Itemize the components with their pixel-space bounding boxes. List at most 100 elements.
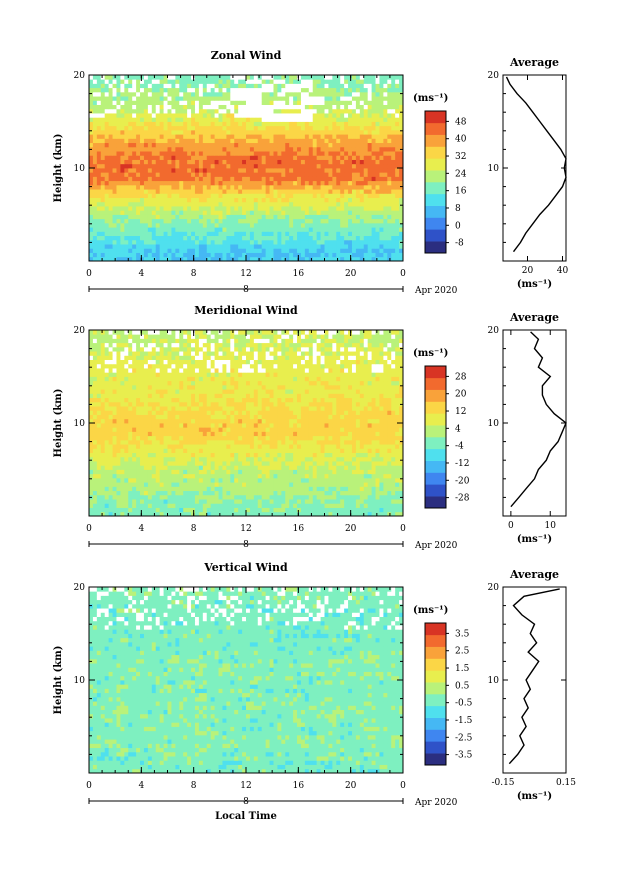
heatmap-cell [266, 240, 270, 245]
heatmap-cell [116, 219, 120, 224]
heatmap-cell [171, 508, 175, 513]
heatmap-cell [222, 189, 226, 194]
heatmap-cell [124, 223, 128, 228]
heatmap-cell [175, 461, 179, 466]
heatmap-cell [281, 105, 285, 110]
heatmap-cell [364, 482, 368, 487]
heatmap-cell [97, 147, 101, 152]
heatmap-cell [215, 244, 219, 249]
heatmap-cell [148, 100, 152, 105]
heatmap-cell [321, 491, 325, 496]
heatmap-cell [199, 176, 203, 181]
heatmap-cell [242, 138, 246, 143]
heatmap-cell [293, 482, 297, 487]
heatmap-cell [305, 503, 309, 508]
heatmap-cell [321, 227, 325, 232]
heatmap-cell [242, 113, 246, 118]
heatmap-cell [340, 181, 344, 186]
heatmap-cell [289, 189, 293, 194]
heatmap-cell [116, 444, 120, 449]
heatmap-cell [273, 231, 277, 236]
heatmap-cell [368, 470, 372, 475]
heatmap-cell [356, 189, 360, 194]
heatmap-cell [238, 130, 242, 135]
heatmap-cell [164, 248, 168, 253]
heatmap-cell [270, 105, 274, 110]
heatmap-cell [215, 453, 219, 458]
heatmap-cell [207, 215, 211, 220]
heatmap-cell [281, 130, 285, 135]
heatmap-cell [226, 202, 230, 207]
heatmap-cell [328, 503, 332, 508]
heatmap-cell [325, 474, 329, 479]
heatmap-cell [372, 96, 376, 101]
heatmap-cell [340, 79, 344, 84]
heatmap-cell [109, 83, 113, 88]
heatmap-cell [219, 134, 223, 139]
heatmap-cell [266, 79, 270, 84]
heatmap-cell [270, 495, 274, 500]
heatmap-cell [215, 181, 219, 186]
heatmap-cell [160, 176, 164, 181]
heatmap-cell [226, 151, 230, 156]
heatmap-cell [203, 448, 207, 453]
heatmap-cell [336, 96, 340, 101]
heatmap-cell [183, 88, 187, 93]
heatmap-cell [136, 105, 140, 110]
heatmap-cell [368, 143, 372, 148]
heatmap-cell [238, 143, 242, 148]
heatmap-cell [113, 223, 117, 228]
heatmap-cell [379, 134, 383, 139]
heatmap-cell [164, 478, 168, 483]
heatmap-cell [336, 215, 340, 220]
heatmap-cell [219, 457, 223, 462]
heatmap-cell [376, 88, 380, 93]
heatmap-cell [313, 138, 317, 143]
heatmap-cell [309, 172, 313, 177]
heatmap-cell [297, 189, 301, 194]
heatmap-cell [160, 155, 164, 160]
heatmap-cell [360, 172, 364, 177]
heatmap-cell [376, 105, 380, 110]
heatmap-cell [164, 486, 168, 491]
heatmap-cell [273, 470, 277, 475]
heatmap-cell [321, 240, 325, 245]
heatmap-cell [281, 244, 285, 249]
heatmap-cell [395, 223, 399, 228]
heatmap-cell [344, 138, 348, 143]
heatmap-cell [391, 134, 395, 139]
heatmap-cell [140, 126, 144, 131]
heatmap-cell [109, 482, 113, 487]
heatmap-cell [152, 109, 156, 114]
heatmap-cell [262, 482, 266, 487]
heatmap-cell [160, 465, 164, 470]
heatmap-cell [179, 231, 183, 236]
heatmap-cell [270, 185, 274, 190]
heatmap-cell [113, 88, 117, 93]
heatmap-cell [219, 79, 223, 84]
heatmap-cell [124, 508, 128, 513]
heatmap-cell [120, 189, 124, 194]
heatmap-cell [238, 457, 242, 462]
heatmap-cell [309, 503, 313, 508]
heatmap-cell [175, 138, 179, 143]
heatmap-cell [93, 486, 97, 491]
heatmap-cell [226, 83, 230, 88]
heatmap-cell [297, 499, 301, 504]
heatmap-cell [113, 164, 117, 169]
heatmap-cell [364, 168, 368, 173]
heatmap-cell [171, 172, 175, 177]
heatmap-cell [160, 185, 164, 190]
heatmap-cell [321, 206, 325, 211]
heatmap-cell [215, 248, 219, 253]
heatmap-cell [219, 227, 223, 232]
heatmap-cell [242, 215, 246, 220]
heatmap-cell [160, 457, 164, 462]
heatmap-cell [321, 503, 325, 508]
heatmap-cell [144, 448, 148, 453]
heatmap-cell [387, 79, 391, 84]
heatmap-cell [285, 134, 289, 139]
heatmap-cell [203, 495, 207, 500]
heatmap-cell [360, 457, 364, 462]
heatmap-cell [317, 491, 321, 496]
